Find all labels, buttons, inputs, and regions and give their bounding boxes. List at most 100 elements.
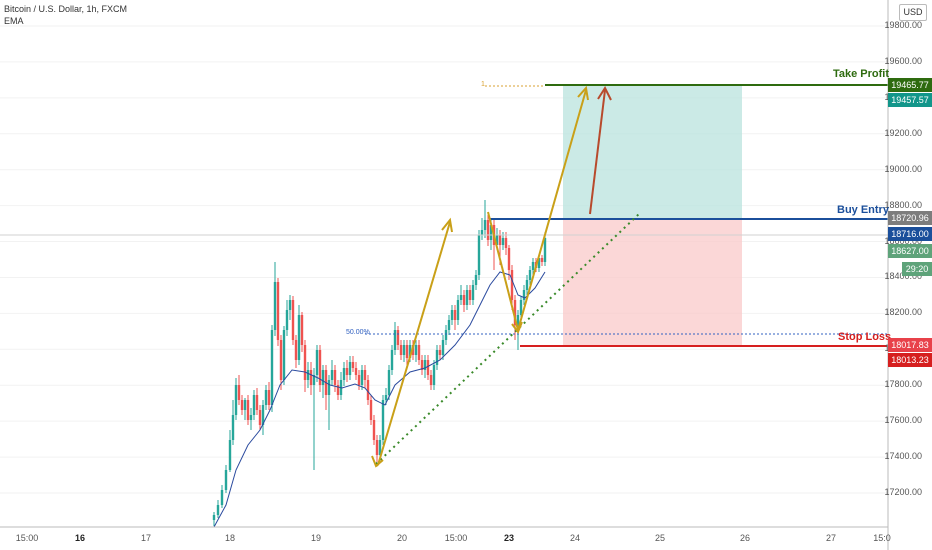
candle-body bbox=[291, 300, 295, 340]
time-axis-label: 18 bbox=[224, 533, 236, 543]
fib-1-label: 1 bbox=[481, 81, 485, 88]
candle-body bbox=[224, 470, 228, 490]
candle-body bbox=[468, 290, 472, 300]
candle-body bbox=[477, 235, 481, 275]
projection-arrow-1 bbox=[377, 221, 451, 466]
candle-body bbox=[327, 380, 331, 395]
candle-body bbox=[288, 300, 292, 310]
candle-body bbox=[510, 270, 514, 300]
candle-body bbox=[423, 360, 427, 370]
candle-body bbox=[417, 345, 421, 360]
candle-body bbox=[252, 395, 256, 415]
time-axis-label: 23 bbox=[503, 533, 515, 543]
candle-body bbox=[396, 330, 400, 345]
candle-body bbox=[504, 238, 508, 248]
chart-symbol-title[interactable]: Bitcoin / U.S. Dollar, 1h, FXCM bbox=[4, 4, 128, 14]
candle-body bbox=[456, 300, 460, 320]
projection-arrow-1-head bbox=[441, 217, 453, 233]
projection-arrows bbox=[371, 85, 589, 468]
candle-body bbox=[282, 330, 286, 380]
candle-body bbox=[342, 368, 346, 380]
profit-zone bbox=[563, 85, 742, 219]
trend-dotted-line bbox=[375, 212, 641, 465]
time-axis-label: 25 bbox=[654, 533, 666, 543]
candle-body bbox=[303, 345, 307, 380]
candle-body bbox=[453, 310, 457, 320]
candle-body bbox=[228, 440, 232, 470]
candle-body bbox=[426, 360, 430, 375]
tp-zone-price-tag: 19457.57 bbox=[888, 93, 932, 107]
candle-body bbox=[543, 238, 547, 262]
indicator-label[interactable]: EMA bbox=[4, 16, 24, 26]
price-axis-tick: 17600.00 bbox=[884, 415, 922, 426]
candle-body bbox=[309, 370, 313, 385]
projection-arrow-5-head bbox=[371, 455, 384, 468]
candle-body bbox=[312, 375, 316, 385]
candle-body bbox=[351, 362, 355, 368]
candle-body bbox=[507, 248, 511, 270]
candle-body bbox=[246, 400, 250, 420]
candle-body bbox=[330, 370, 334, 380]
candle-body bbox=[255, 395, 259, 410]
price-axis-tick: 19600.00 bbox=[884, 55, 922, 66]
candle-body bbox=[501, 238, 505, 245]
candle-body bbox=[405, 345, 409, 358]
candle-body bbox=[495, 235, 499, 245]
candle-body bbox=[435, 350, 439, 365]
price-axis-tick: 18800.00 bbox=[884, 199, 922, 210]
candle-body bbox=[522, 290, 526, 300]
loss-zone bbox=[563, 219, 742, 346]
candle-body bbox=[429, 375, 433, 385]
price-axis-tick: 19000.00 bbox=[884, 163, 922, 174]
projection-arrow-3-head bbox=[511, 321, 523, 335]
candle-body bbox=[300, 315, 304, 345]
candle-body bbox=[345, 368, 349, 375]
price-axis-tick: 17400.00 bbox=[884, 451, 922, 462]
price-axis-tick: 17800.00 bbox=[884, 379, 922, 390]
candle-body bbox=[318, 350, 322, 385]
candle-body bbox=[381, 400, 385, 440]
candle-body bbox=[378, 440, 382, 455]
candle-body bbox=[513, 300, 517, 325]
candle-body bbox=[486, 220, 490, 240]
fib-50-label: 50.00% bbox=[346, 329, 370, 336]
candle-body bbox=[366, 380, 370, 400]
candle-body bbox=[528, 270, 532, 280]
candle-body bbox=[480, 230, 484, 235]
candle-body bbox=[438, 350, 442, 355]
candle-body bbox=[354, 368, 358, 375]
candle-body bbox=[540, 258, 544, 262]
candle-body bbox=[234, 385, 238, 415]
candle-body bbox=[471, 285, 475, 300]
time-axis-label: 16 bbox=[74, 533, 86, 543]
price-axis-tick: 18200.00 bbox=[884, 307, 922, 318]
candle-body bbox=[447, 320, 451, 330]
candle-body bbox=[267, 390, 271, 405]
candle-body bbox=[393, 330, 397, 350]
candle-body bbox=[462, 295, 466, 305]
candle-body bbox=[348, 362, 352, 375]
candle-body bbox=[399, 345, 403, 355]
candle-body bbox=[519, 300, 523, 315]
time-axis-label: 15:00 bbox=[15, 533, 39, 543]
buy-entry-price-tag: 18720.96 bbox=[888, 211, 932, 225]
candle-body bbox=[363, 370, 367, 380]
candle-body bbox=[384, 395, 388, 400]
candle-body bbox=[294, 340, 298, 360]
candle-body bbox=[333, 370, 337, 385]
currency-button[interactable]: USD bbox=[899, 4, 927, 21]
projection-arrow-3 bbox=[487, 211, 519, 331]
buy-entry-label: Buy Entry bbox=[837, 204, 889, 216]
candle-body bbox=[306, 370, 310, 380]
candle-body bbox=[240, 400, 244, 410]
chart-grid bbox=[0, 25, 888, 494]
candle-body bbox=[264, 390, 268, 405]
time-axis-label: 19 bbox=[310, 533, 322, 543]
candle-body bbox=[531, 262, 535, 270]
time-axis-label: 27 bbox=[825, 533, 837, 543]
candle-body bbox=[212, 515, 216, 520]
time-axis-label: 15:00 bbox=[444, 533, 468, 543]
candle-body bbox=[402, 345, 406, 355]
candle-body bbox=[237, 385, 241, 400]
